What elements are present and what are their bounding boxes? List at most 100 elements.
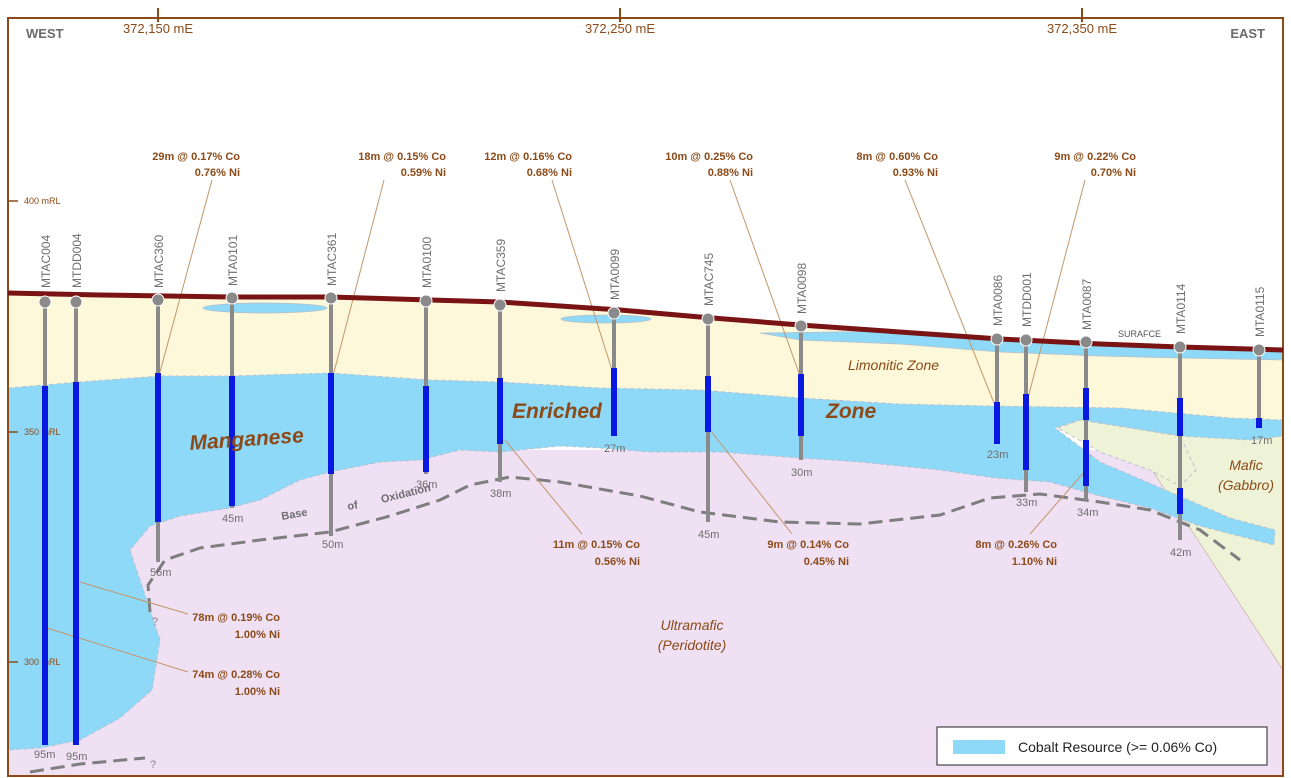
collar-marker — [1252, 343, 1266, 357]
collar-marker — [1019, 333, 1033, 347]
collar-marker — [1079, 335, 1093, 349]
intercept-ni: 0.93% Ni — [893, 167, 938, 179]
collar-marker — [493, 298, 507, 312]
intercept-co: 74m @ 0.28% Co — [192, 669, 280, 681]
base-label: Base — [280, 507, 308, 523]
intercept-ni: 0.88% Ni — [708, 167, 753, 179]
intercept-co: 18m @ 0.15% Co — [358, 151, 446, 163]
intercept-co: 29m @ 0.17% Co — [152, 151, 240, 163]
hole-label: MTA0098 — [795, 263, 809, 314]
hole-label: MTA0115 — [1253, 286, 1267, 337]
intercept-ni: 0.59% Ni — [401, 167, 446, 179]
collar-marker — [419, 294, 433, 308]
drill-hole: MTAC360 56m — [150, 235, 171, 579]
intercept-ni: 1.10% Ni — [1012, 556, 1057, 568]
hole-depth: 36m — [416, 479, 437, 491]
intercept-co: 8m @ 0.26% Co — [975, 539, 1057, 551]
hole-label: MTAC361 — [325, 233, 339, 286]
hole-depth: 34m — [1077, 507, 1098, 519]
drill-hole: MTAC004 95m — [34, 235, 55, 761]
collar-marker — [701, 312, 715, 326]
collar-marker — [990, 332, 1004, 346]
hole-depth: 30m — [791, 467, 812, 479]
base-label: of — [346, 499, 359, 513]
hole-depth: 38m — [490, 488, 511, 500]
zone-label-zone: Zone — [825, 400, 876, 423]
hole-label: MTA0086 — [991, 275, 1005, 326]
mafic-wedge — [1056, 419, 1197, 487]
drill-hole: MTAC361 50m — [322, 233, 343, 551]
intercept-co: 9m @ 0.22% Co — [1054, 151, 1136, 163]
drill-hole: MTA0101 45m — [222, 235, 243, 525]
zone-label-mafic: Mafic — [1229, 457, 1262, 473]
drill-hole: MTA0100 36m — [416, 237, 437, 491]
west-label: WEST — [26, 26, 64, 41]
collar-marker — [1173, 340, 1187, 354]
hole-label: MTDD001 — [1020, 272, 1034, 327]
hole-label: MTA0100 — [420, 237, 434, 288]
collar-marker — [38, 295, 52, 309]
hole-label: MTA0101 — [226, 235, 240, 286]
drill-hole: MTDD004 95m — [66, 233, 87, 763]
drill-hole: MTA0099 27m — [604, 249, 625, 455]
collar-marker — [225, 291, 239, 305]
drill-hole: MTAC745 45m — [698, 253, 719, 541]
hole-depth: 95m — [34, 749, 55, 761]
intercept-annotation: 8m @ 0.60% Co 0.93% Ni — [856, 151, 938, 179]
intercept-annotation: 10m @ 0.25% Co 0.88% Ni — [665, 151, 753, 179]
intercept-annotation: 18m @ 0.15% Co 0.59% Ni — [358, 151, 446, 179]
hole-depth: 33m — [1016, 497, 1037, 509]
hole-label: MTA0087 — [1080, 279, 1094, 330]
hole-depth: 50m — [322, 539, 343, 551]
hole-depth: 42m — [1170, 547, 1191, 559]
intercept-co: 8m @ 0.60% Co — [856, 151, 938, 163]
zone-label-peridotite: (Peridotite) — [658, 637, 726, 653]
drill-hole: MTA0115 17m — [1251, 286, 1272, 447]
hole-label: MTAC360 — [152, 235, 166, 288]
hole-depth: 45m — [222, 513, 243, 525]
intercept-co: 11m @ 0.15% Co — [553, 539, 640, 551]
hole-label: MTAC004 — [39, 235, 53, 288]
hole-label: MTAC745 — [702, 253, 716, 306]
intercept-co: 9m @ 0.14% Co — [767, 539, 849, 551]
drill-hole: MTA0086 23m — [987, 275, 1008, 461]
easting-label: 372,350 mE — [1047, 21, 1117, 36]
intercept-annotation: 12m @ 0.16% Co 0.68% Ni — [484, 151, 572, 179]
drill-hole: MTA0087 34m — [1077, 279, 1098, 519]
leader-lines — [46, 179, 1087, 673]
intercept-co: 78m @ 0.19% Co — [192, 612, 280, 624]
hole-label: MTDD004 — [70, 233, 84, 288]
base-of-oxidation-line — [29, 756, 146, 774]
hole-depth: 27m — [604, 443, 625, 455]
hole-depth: 95m — [66, 751, 87, 763]
legend-label: Cobalt Resource (>= 0.06% Co) — [1018, 739, 1217, 755]
limonitic-zone — [8, 293, 1283, 420]
legend-swatch — [953, 740, 1005, 754]
hole-depth: 17m — [1251, 435, 1272, 447]
query-mark: ? — [152, 616, 158, 628]
intercept-annotation: 74m @ 0.28% Co 1.00% Ni — [192, 669, 280, 698]
collar-marker — [794, 319, 808, 333]
drill-hole: MTA0098 30m — [791, 263, 812, 479]
drill-hole: MTA0114 42m — [1170, 283, 1191, 559]
resource-lens — [202, 302, 328, 314]
intercept-ni: 1.00% Ni — [235, 629, 280, 641]
hole-depth: 45m — [698, 529, 719, 541]
zone-label-gabbro: (Gabbro) — [1218, 477, 1274, 493]
collar-marker — [151, 293, 165, 307]
collar-marker — [324, 291, 338, 305]
intercept-annotation: 9m @ 0.14% Co 0.45% Ni — [767, 539, 849, 568]
easting-label: 372,250 mE — [585, 21, 655, 36]
query-mark: ? — [150, 759, 156, 771]
drill-hole: MTAC359 38m — [490, 239, 511, 500]
intercept-ni: 0.70% Ni — [1091, 167, 1136, 179]
collar-marker — [69, 295, 83, 309]
intercept-annotation: 29m @ 0.17% Co 0.76% Ni — [152, 151, 240, 179]
east-label: EAST — [1230, 26, 1265, 41]
hole-label: MTAC359 — [494, 239, 508, 292]
legend: Cobalt Resource (>= 0.06% Co) — [936, 726, 1268, 766]
intercept-co: 10m @ 0.25% Co — [665, 151, 753, 163]
zone-label-limonitic: Limonitic Zone — [848, 357, 939, 373]
intercept-annotation: 78m @ 0.19% Co 1.00% Ni — [192, 612, 280, 641]
